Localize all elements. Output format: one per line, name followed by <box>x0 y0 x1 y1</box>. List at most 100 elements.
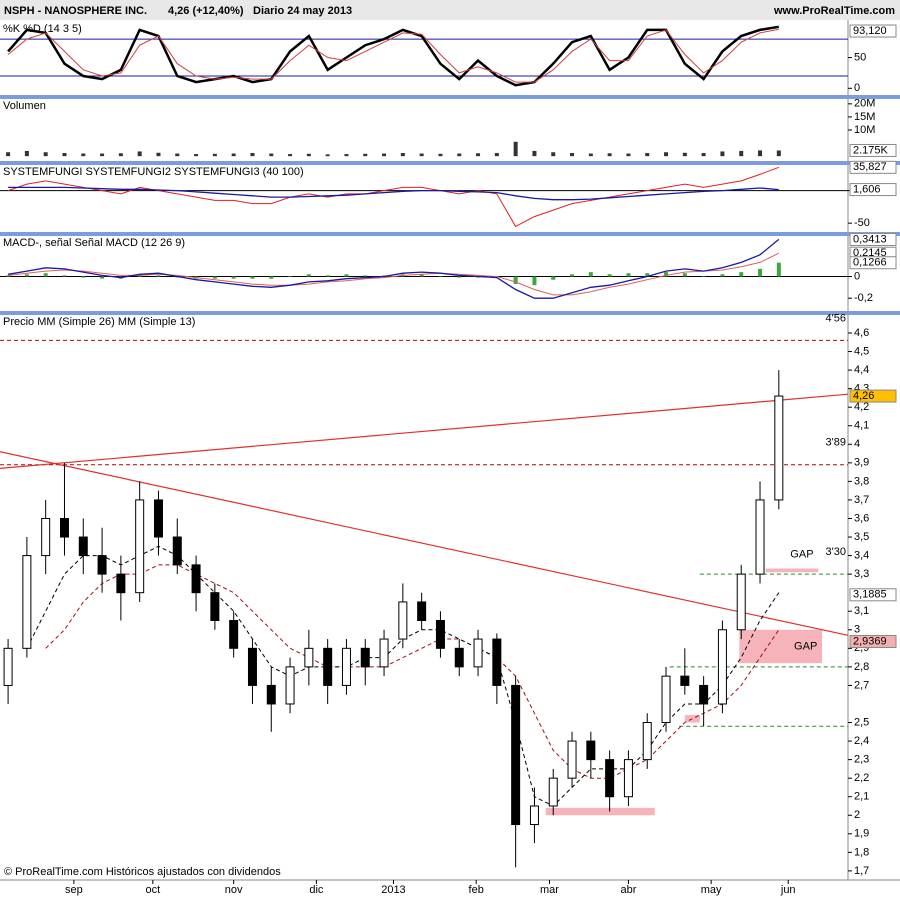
bar <box>212 276 217 279</box>
bar <box>81 276 86 278</box>
bar <box>118 153 123 157</box>
panel-title: MM (Simple 13) <box>118 316 196 328</box>
panel-title: Precio <box>3 316 34 328</box>
value-tag-label: 0,3413 <box>853 233 887 245</box>
bar <box>156 152 161 157</box>
bar <box>739 272 744 277</box>
y-tick-label: 20M <box>854 98 875 110</box>
gap-zone <box>765 568 819 573</box>
bar <box>62 153 67 157</box>
value-tag <box>849 24 897 38</box>
candle-body <box>398 601 408 640</box>
series-line <box>7 166 779 228</box>
candle-body <box>605 759 615 798</box>
bar <box>664 152 669 157</box>
bar <box>325 275 330 277</box>
bar <box>231 153 236 157</box>
candle-body <box>153 499 163 538</box>
y-tick-label: 2,2 <box>854 772 869 784</box>
value-tag <box>849 588 897 602</box>
bar <box>457 153 462 157</box>
y-tick-label: 3,6 <box>854 512 869 524</box>
bar <box>701 276 706 277</box>
bar <box>645 153 650 157</box>
value-tag-label: 35,827 <box>853 161 887 173</box>
y-tick-label: 2,1 <box>854 791 869 803</box>
x-tick-label: feb <box>469 884 484 896</box>
y-tick-label: 3 <box>854 624 860 636</box>
y-tick-label: 3,1 <box>854 605 869 617</box>
value-tag <box>849 256 897 270</box>
gap-label: GAP <box>794 640 817 652</box>
candle-body <box>699 684 709 705</box>
y-tick-label: 2,8 <box>854 661 869 673</box>
panel-title: MACD-, señal <box>3 237 71 249</box>
candle-body <box>511 684 521 826</box>
bar <box>250 276 255 279</box>
y-tick-label: 2,4 <box>854 735 869 747</box>
bar <box>701 153 706 157</box>
value-tag-label: 0,1266 <box>853 257 887 269</box>
bar <box>682 152 687 157</box>
value-tag <box>849 634 897 648</box>
site: www.ProRealTime.com <box>773 5 895 17</box>
y-tick-label: 2 <box>854 809 860 821</box>
x-tick-label: may <box>701 884 722 896</box>
bar <box>269 153 274 157</box>
x-tick-label: mar <box>540 884 559 896</box>
y-tick-label: 3,3 <box>854 568 869 580</box>
bar <box>325 154 330 157</box>
panel-title: MACD (12 26 9) <box>106 237 185 249</box>
bar <box>306 153 311 157</box>
candle-body <box>417 601 427 622</box>
x-tick-label: abr <box>620 884 636 896</box>
value-tag <box>849 389 897 403</box>
bar <box>43 273 48 277</box>
level-label: 3'30 <box>826 546 846 558</box>
value-tag-label: 1,606 <box>853 183 881 195</box>
series-line <box>45 564 780 779</box>
candle-body <box>736 573 746 631</box>
bar <box>43 152 48 157</box>
panel-title: %K <box>3 23 21 35</box>
y-tick-label: 2,5 <box>854 716 869 728</box>
candle-body <box>586 740 596 761</box>
trendline <box>0 393 849 469</box>
separator <box>0 311 900 315</box>
candle-body <box>78 536 88 557</box>
value-tag-label: 4,26 <box>853 390 874 402</box>
bar <box>645 273 650 277</box>
separator <box>0 95 900 99</box>
bar <box>720 151 725 157</box>
bar <box>6 275 11 277</box>
y-tick-label: 4,5 <box>854 345 869 357</box>
candle-body <box>247 647 257 686</box>
value-tag-label: 0,2145 <box>853 247 887 259</box>
bar <box>269 276 274 279</box>
bar <box>137 275 142 277</box>
candle-body <box>717 629 727 705</box>
panel-title: Señal <box>74 237 102 249</box>
bar <box>363 275 368 277</box>
candle-body <box>210 592 220 622</box>
y-tick-label: 1,8 <box>854 846 869 858</box>
series-line <box>8 186 779 201</box>
y-tick-label: 4,1 <box>854 420 869 432</box>
candle-body <box>97 555 107 575</box>
x-tick-label: oct <box>145 884 160 896</box>
candle-body <box>59 517 69 538</box>
bar <box>532 150 537 157</box>
y-tick-label: 0 <box>854 270 860 282</box>
bar <box>250 153 255 157</box>
bar <box>288 276 293 277</box>
quote: 4,26 (+12,40%) <box>168 5 244 17</box>
bar <box>626 273 631 277</box>
candle-body <box>548 777 558 807</box>
y-tick-label: 10M <box>854 124 875 136</box>
bar <box>776 262 781 277</box>
y-tick-label: 2,7 <box>854 679 869 691</box>
bar <box>62 275 67 277</box>
candle-body <box>229 620 239 649</box>
bar <box>24 150 29 157</box>
bar <box>100 153 105 157</box>
